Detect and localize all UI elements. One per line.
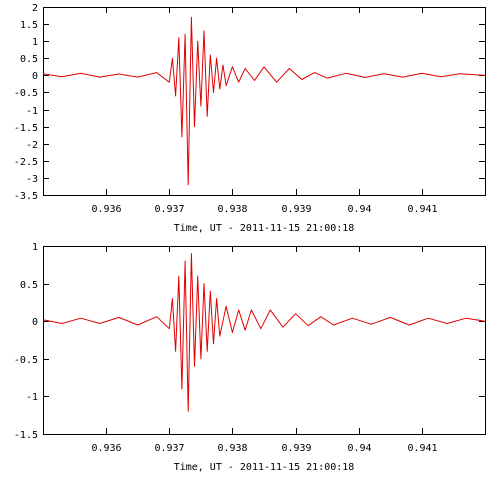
tick-labels-group: 2 1.5 1 0.5 0 -0.5 -1 -1.5 -2 -2.5 -3 -3.5 0.936 0.93… xyxy=(14,3,438,215)
x-tick-label: 0.936 xyxy=(91,443,121,454)
x-tick-label: 0.939 xyxy=(281,204,311,215)
y-tick-label: -1.5 xyxy=(14,430,38,441)
x-tick-label: 0.94 xyxy=(347,204,371,215)
x-tick-label: 0.938 xyxy=(217,204,247,215)
y-tick-label: 0 xyxy=(32,317,38,328)
plot-frame xyxy=(43,246,486,435)
x-tick-label: 0.936 xyxy=(91,204,121,215)
series-group xyxy=(42,253,486,412)
series-line xyxy=(42,16,486,186)
y-tick-label: -3 xyxy=(26,174,38,185)
ticks-group xyxy=(43,7,485,196)
series-line xyxy=(42,253,486,412)
x-tick-label: 0.941 xyxy=(407,204,437,215)
y-tick-label: -0.5 xyxy=(14,88,38,99)
y-tick-label: -1 xyxy=(26,392,38,403)
y-tick-label: 1 xyxy=(32,37,38,48)
series-group xyxy=(42,16,486,186)
y-tick-label: 1.5 xyxy=(20,20,38,31)
y-tick-label: 0 xyxy=(32,71,38,82)
plot-frame xyxy=(43,7,486,196)
y-tick-label: -3.5 xyxy=(14,191,38,202)
x-axis-label: Time, UT - 2011-11-15 21:00:18 xyxy=(174,223,355,234)
ticks-group xyxy=(43,246,485,435)
x-tick-label: 0.937 xyxy=(154,204,184,215)
x-tick-label: 0.937 xyxy=(154,443,184,454)
tick-labels-group: 1 0.5 0 -0.5 -1 -1.5 0.936 0.937 0.938 0.939 0.94 0… xyxy=(14,242,438,454)
x-tick-label: 0.941 xyxy=(407,443,437,454)
y-tick-label: 0.5 xyxy=(20,54,38,65)
y-tick-label: 1 xyxy=(32,242,38,253)
y-tick-label: -1 xyxy=(26,106,38,117)
x-tick-label: 0.94 xyxy=(347,443,371,454)
y-tick-label: 0.5 xyxy=(20,280,38,291)
y-tick-label: -2 xyxy=(26,140,38,151)
x-tick-label: 0.939 xyxy=(281,443,311,454)
x-axis-label: Time, UT - 2011-11-15 21:00:18 xyxy=(174,462,355,473)
x-tick-label: 0.938 xyxy=(217,443,247,454)
chart-panel-bottom: 1 0.5 0 -0.5 -1 -1.5 0.936 0.937 0.938 0.939 0.94 0… xyxy=(14,242,486,473)
y-tick-label: -1.5 xyxy=(14,123,38,134)
y-tick-label: -2.5 xyxy=(14,157,38,168)
chart-panel-top: 2 1.5 1 0.5 0 -0.5 -1 -1.5 -2 -2.5 -3 -3.5 0.936 0.93… xyxy=(14,3,486,234)
y-tick-label: 2 xyxy=(32,3,38,14)
y-tick-label: -0.5 xyxy=(14,355,38,366)
